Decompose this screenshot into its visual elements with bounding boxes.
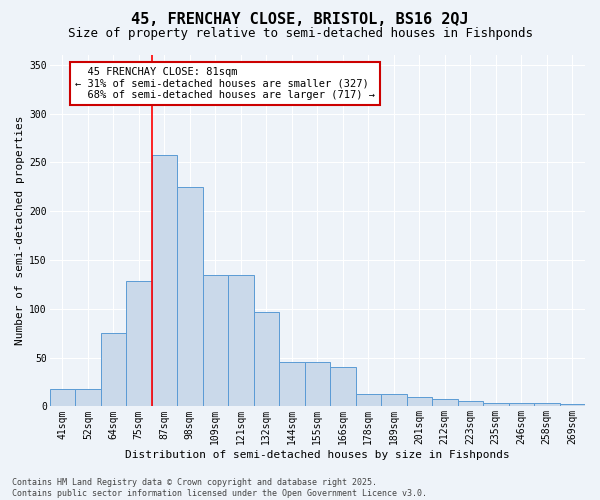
- Bar: [305, 362, 330, 406]
- Y-axis label: Number of semi-detached properties: Number of semi-detached properties: [15, 116, 25, 346]
- Text: 45, FRENCHAY CLOSE, BRISTOL, BS16 2QJ: 45, FRENCHAY CLOSE, BRISTOL, BS16 2QJ: [131, 12, 469, 28]
- Bar: [228, 274, 254, 406]
- Bar: [356, 394, 381, 406]
- Bar: [254, 312, 279, 406]
- Text: Size of property relative to semi-detached houses in Fishponds: Size of property relative to semi-detach…: [67, 28, 533, 40]
- Bar: [458, 400, 483, 406]
- Bar: [101, 333, 126, 406]
- Bar: [203, 274, 228, 406]
- Bar: [534, 404, 560, 406]
- Text: Contains HM Land Registry data © Crown copyright and database right 2025.
Contai: Contains HM Land Registry data © Crown c…: [12, 478, 427, 498]
- Bar: [126, 282, 152, 406]
- Bar: [75, 389, 101, 406]
- Bar: [560, 404, 585, 406]
- X-axis label: Distribution of semi-detached houses by size in Fishponds: Distribution of semi-detached houses by …: [125, 450, 509, 460]
- Bar: [381, 394, 407, 406]
- Bar: [509, 404, 534, 406]
- Bar: [432, 398, 458, 406]
- Bar: [177, 187, 203, 406]
- Bar: [279, 362, 305, 406]
- Bar: [50, 389, 75, 406]
- Bar: [407, 396, 432, 406]
- Bar: [483, 404, 509, 406]
- Bar: [152, 154, 177, 406]
- Text: 45 FRENCHAY CLOSE: 81sqm
← 31% of semi-detached houses are smaller (327)
  68% o: 45 FRENCHAY CLOSE: 81sqm ← 31% of semi-d…: [75, 66, 375, 100]
- Bar: [330, 368, 356, 406]
